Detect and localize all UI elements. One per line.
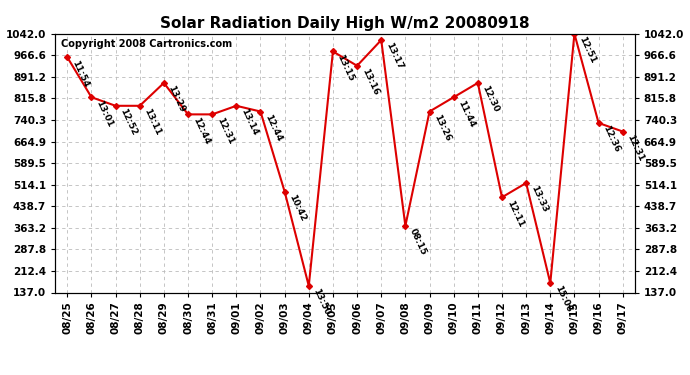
Text: 13:16: 13:16 xyxy=(360,67,380,97)
Text: 12:11: 12:11 xyxy=(505,199,525,228)
Text: 13:14: 13:14 xyxy=(239,107,259,137)
Text: 13:15: 13:15 xyxy=(336,53,356,82)
Text: 13:33: 13:33 xyxy=(529,184,549,214)
Text: 15:06: 15:06 xyxy=(553,285,573,314)
Text: 13:50: 13:50 xyxy=(312,287,332,317)
Text: 12:36: 12:36 xyxy=(602,124,622,154)
Text: Copyright 2008 Cartronics.com: Copyright 2008 Cartronics.com xyxy=(61,39,232,49)
Text: 11:54: 11:54 xyxy=(70,58,90,88)
Text: 12:51: 12:51 xyxy=(578,35,598,65)
Text: 12:31: 12:31 xyxy=(215,116,235,146)
Text: 13:29: 13:29 xyxy=(167,84,187,114)
Title: Solar Radiation Daily High W/m2 20080918: Solar Radiation Daily High W/m2 20080918 xyxy=(160,16,530,31)
Text: 10:42: 10:42 xyxy=(288,193,308,223)
Text: 13:17: 13:17 xyxy=(384,41,404,71)
Text: 13:11: 13:11 xyxy=(143,107,163,137)
Text: 12:31: 12:31 xyxy=(626,133,646,163)
Text: 12:52: 12:52 xyxy=(119,107,139,137)
Text: 12:44: 12:44 xyxy=(191,116,211,146)
Text: 12:30: 12:30 xyxy=(481,84,501,114)
Text: 11:44: 11:44 xyxy=(457,99,477,129)
Text: 08:15: 08:15 xyxy=(408,227,428,257)
Text: 12:44: 12:44 xyxy=(264,113,284,143)
Text: 13:01: 13:01 xyxy=(95,99,115,128)
Text: 13:26: 13:26 xyxy=(433,113,453,142)
